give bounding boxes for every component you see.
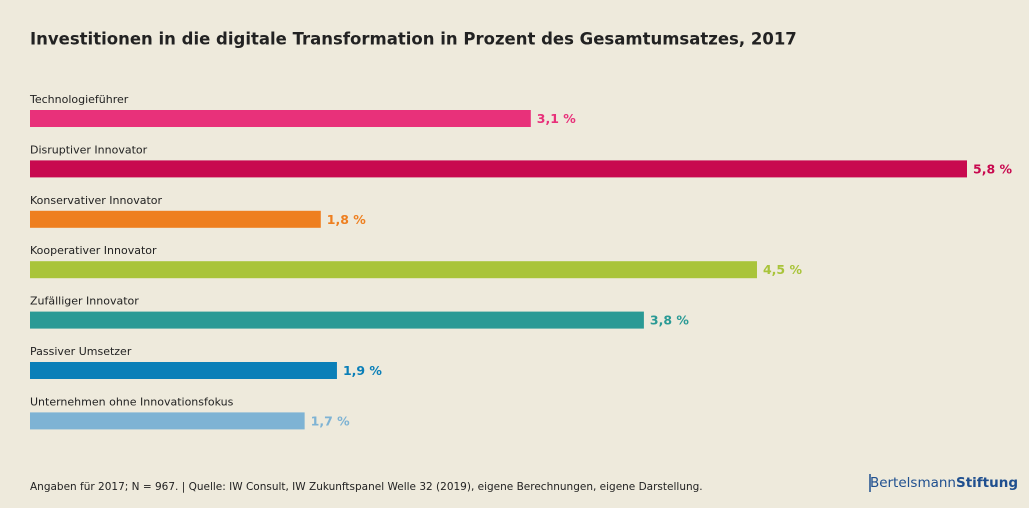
category-label: Passiver Umsetzer — [30, 345, 132, 358]
category-label: Zufälliger Innovator — [30, 295, 139, 308]
category-label: Kooperativer Innovator — [30, 244, 157, 257]
value-label: 5,8 % — [973, 161, 1012, 176]
bar — [30, 110, 531, 127]
brand-bold: Stiftung — [956, 475, 1018, 491]
footer: Angaben für 2017; N = 967. | Quelle: IW … — [30, 481, 703, 493]
bar — [30, 362, 337, 379]
value-label: 3,1 % — [537, 111, 576, 126]
bar — [30, 210, 321, 228]
category-label: Konservativer Innovator — [30, 194, 163, 207]
category-label: Unternehmen ohne Innovationsfokus — [30, 395, 234, 408]
chart-title: Investitionen in die digitale Transforma… — [30, 30, 797, 49]
bar — [30, 261, 757, 279]
category-label: Technologieführer — [29, 93, 129, 106]
brand: BertelsmannStiftung — [870, 475, 1018, 491]
bar — [30, 412, 305, 430]
category-label: Disruptiver Innovator — [30, 143, 148, 156]
value-label: 1,9 % — [343, 363, 382, 378]
value-label: 1,7 % — [311, 413, 350, 428]
value-label: 3,8 % — [650, 313, 689, 328]
value-label: 1,8 % — [327, 212, 366, 227]
brand-light: Bertelsmann — [870, 475, 956, 491]
bar — [30, 311, 644, 329]
bar — [30, 160, 967, 178]
value-label: 4,5 % — [763, 262, 802, 277]
